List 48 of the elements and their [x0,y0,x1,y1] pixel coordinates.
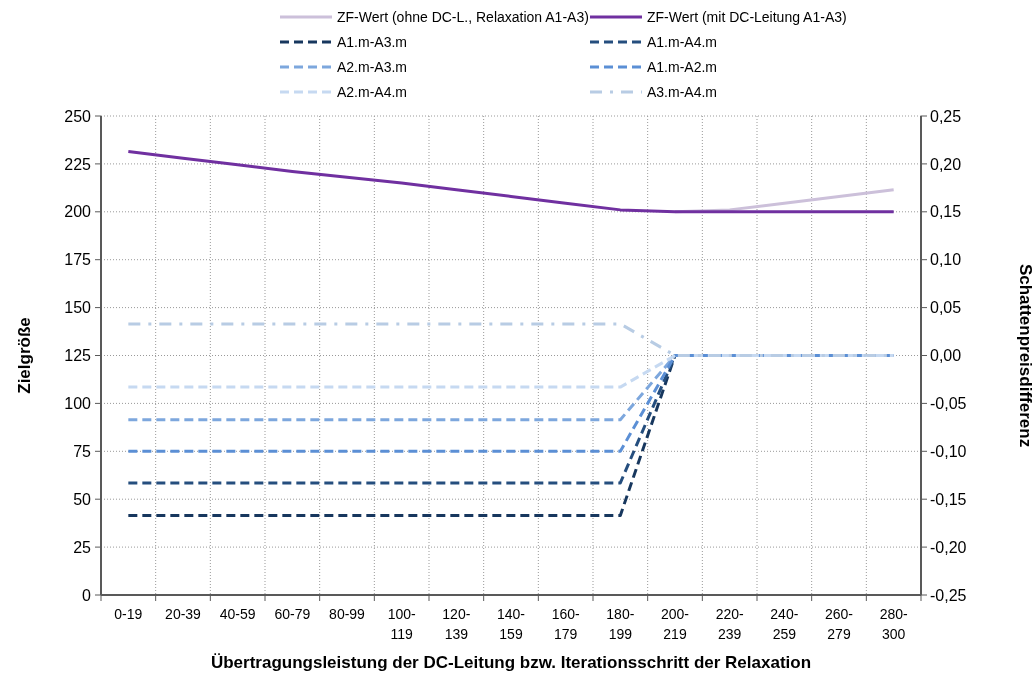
y2-tick-label: 0,20 [930,155,962,173]
y-tick-label: 125 [64,347,92,365]
x-tick-label: 160- 179 [551,606,581,642]
x-tick-label: 0-19 [114,606,143,622]
y2-tick-label: -0,05 [930,395,967,412]
y-axis-title: Zielgröße [15,317,34,394]
y-tick-label: 50 [73,490,92,508]
x-tick-label: 40-59 [219,606,256,622]
y-tick-label: 75 [73,442,92,460]
x-tick-label: 60-79 [274,606,311,622]
x-tick-label: 280- 300 [879,606,909,642]
y-tick-label: 25 [73,538,92,556]
y2-tick-label: 0,00 [930,347,962,365]
y2-tick-label: 0,10 [930,251,962,269]
x-tick-label: 260- 279 [824,606,854,642]
legend-label: A1.m-A3.m [337,33,408,50]
y2-tick-label: 0,15 [930,203,962,221]
x-tick-label: 80-99 [329,606,366,622]
y2-tick-label: -0,10 [930,442,967,460]
y-tick-label: 250 [64,107,92,125]
legend-label: A1.m-A4.m [647,33,718,50]
y-tick-label: 175 [64,251,92,269]
y2-tick-label: -0,25 [930,586,967,604]
legend-label: A1.m-A2.m [647,58,718,75]
legend-label: A2.m-A4.m [337,83,408,100]
x-tick-label: 20-39 [165,606,202,622]
x-tick-label: 220- 239 [715,606,745,642]
x-tick-label: 140- 159 [496,606,526,642]
y-tick-label: 200 [64,203,92,221]
legend-label: ZF-Wert (mit DC-Leitung A1-A3) [647,8,847,25]
x-tick-label: 100- 119 [387,606,417,642]
x-tick-label: 200- 219 [660,606,690,642]
x-axis-title: Übertragungsleistung der DC-Leitung bzw. Iterationsschritt der Relaxation [210,653,812,672]
legend-label: A2.m-A3.m [337,58,408,75]
y-tick-label: 150 [64,299,92,317]
legend-label: ZF-Wert (ohne DC-L., Relaxation A1-A3) [337,8,589,25]
y2-tick-label: 0,25 [930,107,962,125]
y-tick-label: 225 [64,155,92,173]
y2-tick-label: 0,05 [930,299,962,317]
x-tick-label: 240- 259 [770,606,799,642]
y2-tick-label: -0,20 [930,538,967,556]
y2-tick-label: -0,15 [930,490,967,508]
x-tick-label: 120- 139 [442,606,471,642]
y2-axis-title: Schattenpreisdifferenz [1016,263,1035,448]
legend-label: A3.m-A4.m [647,83,718,100]
y-tick-label: 100 [64,395,92,412]
x-tick-label: 180- 199 [606,606,635,642]
y-tick-label: 0 [82,586,92,604]
